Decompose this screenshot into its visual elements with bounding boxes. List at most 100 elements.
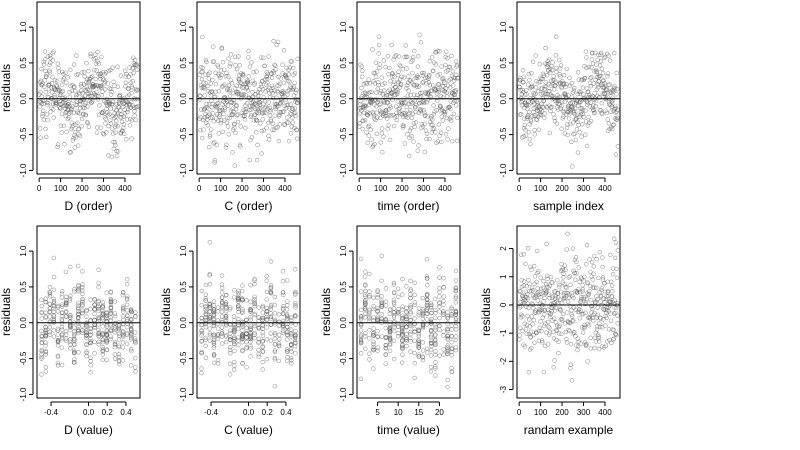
data-point — [225, 124, 231, 129]
data-point — [601, 296, 606, 301]
x-axis-label: D (value) — [64, 423, 113, 437]
data-point — [428, 316, 434, 322]
data-point — [276, 358, 282, 364]
data-point — [218, 108, 223, 113]
data-point — [219, 331, 225, 336]
data-point — [240, 71, 246, 77]
data-point — [236, 326, 241, 332]
data-point — [427, 119, 433, 125]
data-point — [72, 360, 77, 365]
data-point — [362, 274, 368, 279]
data-point — [586, 323, 592, 328]
data-point — [66, 101, 71, 107]
data-point — [84, 349, 89, 354]
data-point — [268, 338, 274, 343]
data-point — [597, 324, 603, 329]
data-point — [554, 121, 560, 126]
data-point — [235, 296, 241, 302]
data-point — [558, 308, 563, 313]
data-point — [112, 356, 118, 361]
x-tick-label: -0.4 — [204, 408, 218, 417]
data-point — [560, 311, 566, 317]
data-point — [42, 78, 47, 83]
data-point — [78, 105, 83, 111]
data-point — [263, 89, 268, 94]
data-point — [363, 288, 368, 294]
data-point — [74, 53, 79, 58]
data-point — [268, 311, 273, 316]
data-point — [391, 297, 397, 302]
data-point — [395, 324, 401, 329]
data-point — [395, 333, 401, 339]
data-point — [68, 312, 73, 318]
data-point — [293, 267, 298, 272]
data-point — [575, 289, 580, 295]
data-point — [132, 113, 137, 118]
data-point — [128, 327, 134, 332]
data-point — [379, 75, 384, 80]
data-point — [244, 317, 249, 322]
data-point — [39, 297, 44, 303]
data-point — [363, 334, 368, 339]
data-point — [45, 100, 51, 106]
data-point — [594, 62, 599, 67]
data-point — [47, 62, 52, 68]
data-point — [92, 325, 97, 331]
data-point — [400, 276, 405, 282]
data-point — [238, 144, 243, 149]
data-point — [258, 121, 263, 126]
data-point — [523, 133, 529, 138]
data-point — [64, 129, 69, 134]
data-point — [383, 361, 388, 366]
data-point — [96, 298, 101, 304]
data-point — [379, 130, 385, 136]
data-point — [403, 112, 408, 118]
data-point — [240, 307, 245, 312]
data-point — [276, 323, 282, 328]
data-point — [518, 299, 523, 305]
data-point — [599, 287, 604, 293]
data-point — [260, 86, 266, 92]
data-point — [412, 280, 418, 286]
data-point — [199, 350, 204, 356]
data-point — [395, 89, 400, 95]
data-point — [441, 76, 446, 81]
data-point — [596, 346, 602, 352]
data-point — [453, 59, 459, 64]
data-point — [115, 84, 121, 89]
data-point — [580, 85, 586, 90]
data-point — [223, 313, 229, 319]
data-point — [219, 285, 225, 291]
data-point — [99, 93, 105, 98]
data-point — [598, 58, 604, 64]
data-point — [244, 365, 249, 370]
data-point — [517, 85, 522, 90]
data-point — [597, 321, 602, 326]
data-point — [45, 102, 50, 108]
data-point — [285, 337, 290, 342]
data-point — [416, 75, 421, 80]
data-point — [39, 101, 45, 106]
data-point — [47, 314, 53, 319]
data-point — [124, 297, 130, 302]
data-point — [134, 88, 139, 93]
data-point — [111, 106, 117, 111]
data-point — [532, 340, 537, 345]
data-point — [571, 110, 576, 115]
data-point — [47, 70, 53, 75]
data-point — [556, 331, 562, 336]
x-tick-label: 0 — [517, 408, 522, 417]
data-point — [203, 318, 209, 323]
data-point — [74, 72, 79, 78]
data-point — [80, 300, 85, 305]
data-point — [411, 82, 416, 87]
data-point — [82, 74, 87, 79]
data-point — [50, 107, 56, 112]
data-point — [539, 328, 544, 334]
data-point — [211, 312, 217, 317]
data-point — [83, 100, 88, 106]
data-point — [39, 303, 44, 309]
data-point — [595, 84, 601, 90]
data-point — [244, 346, 249, 351]
